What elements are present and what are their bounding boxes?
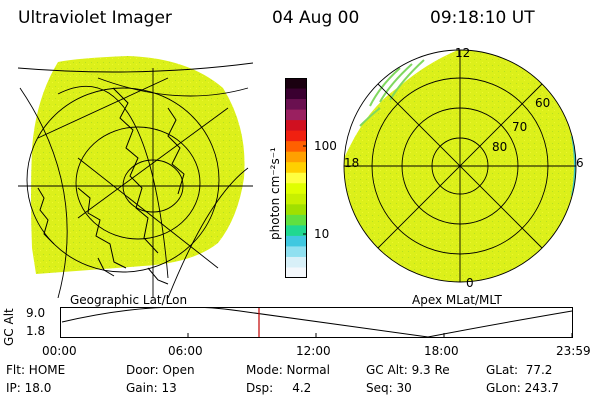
apex-grid — [343, 49, 577, 283]
colorbar-band — [286, 225, 306, 237]
colorbar-band — [286, 204, 306, 216]
mlat-label-60: 60 — [535, 96, 551, 110]
altitude-x-ticks — [60, 333, 573, 338]
apex-image-panel — [343, 49, 577, 283]
mlt-label-18: 18 — [344, 156, 360, 170]
colorbar-band — [286, 214, 306, 226]
mode-info: Mode: Normal — [246, 363, 330, 377]
glon-info: GLon: 243.7 — [486, 381, 559, 395]
instrument-title: Ultraviolet Imager — [18, 8, 172, 28]
gain-info: Gain: 13 — [126, 381, 177, 395]
colorbar-label-10: 10 — [314, 227, 330, 241]
colorbar-band — [286, 183, 306, 195]
colorbar-band — [286, 151, 306, 163]
colorbar-band — [286, 256, 306, 268]
date-label: 04 Aug 00 — [272, 8, 360, 28]
dsp-info: Dsp: 4.2 — [246, 381, 312, 395]
colorbar — [285, 78, 307, 278]
apex-panel-label: Apex MLat/MLT — [412, 293, 502, 307]
colorbar-band — [286, 88, 306, 100]
colorbar-band — [286, 193, 306, 205]
glat-info: GLat: 77.2 — [486, 363, 553, 377]
mlat-label-70: 70 — [512, 120, 528, 134]
colorbar-frame — [285, 78, 307, 278]
coastlines — [37, 87, 185, 285]
colorbar-band — [286, 109, 306, 121]
colorbar-band — [286, 267, 306, 278]
door-info: Door: Open — [126, 363, 195, 377]
mlat-label-80: 80 — [492, 140, 508, 154]
time-tick-0000: 00:00 — [42, 344, 77, 358]
colorbar-band — [286, 172, 306, 184]
time-tick-1800: 18:00 — [424, 344, 459, 358]
colorbar-band — [286, 99, 306, 111]
time-label: 09:18:10 UT — [430, 8, 535, 28]
colorbar-gradient — [286, 78, 306, 278]
uv-aurora-image — [31, 56, 245, 274]
gc-alt-info: GC Alt: 9.3 Re — [366, 363, 450, 377]
mlt-label-0: 0 — [466, 276, 474, 290]
ip-info: IP: 18.0 — [6, 381, 52, 395]
time-tick-0600: 06:00 — [168, 344, 203, 358]
time-tick-2359: 23:59 — [556, 344, 591, 358]
colorbar-unit: photon cm⁻²s⁻¹ — [268, 147, 282, 240]
colorbar-band — [286, 246, 306, 258]
colorbar-band — [286, 120, 306, 132]
colorbar-band — [286, 162, 306, 174]
altitude-axis-label: GC Alt — [2, 308, 16, 346]
mlt-label-12: 12 — [455, 46, 471, 60]
colorbar-band — [286, 130, 306, 142]
altitude-curve — [61, 307, 573, 338]
altitude-plot — [60, 307, 573, 338]
colorbar-band — [286, 78, 306, 90]
time-tick-1200: 12:00 — [296, 344, 331, 358]
seq-info: Seq: 30 — [366, 381, 412, 395]
geographic-grid — [18, 62, 253, 298]
altitude-tick-max: 9.0 — [26, 306, 46, 320]
geographic-image-panel — [18, 56, 253, 298]
flight-info: Flt: HOME — [6, 363, 66, 377]
colorbar-label-100: 100 — [314, 139, 337, 153]
colorbar-band — [286, 235, 306, 247]
mlt-label-6: 6 — [576, 156, 584, 170]
geographic-panel-label: Geographic Lat/Lon — [70, 293, 188, 307]
altitude-tick-min: 1.8 — [26, 324, 46, 338]
colorbar-band — [286, 141, 306, 153]
